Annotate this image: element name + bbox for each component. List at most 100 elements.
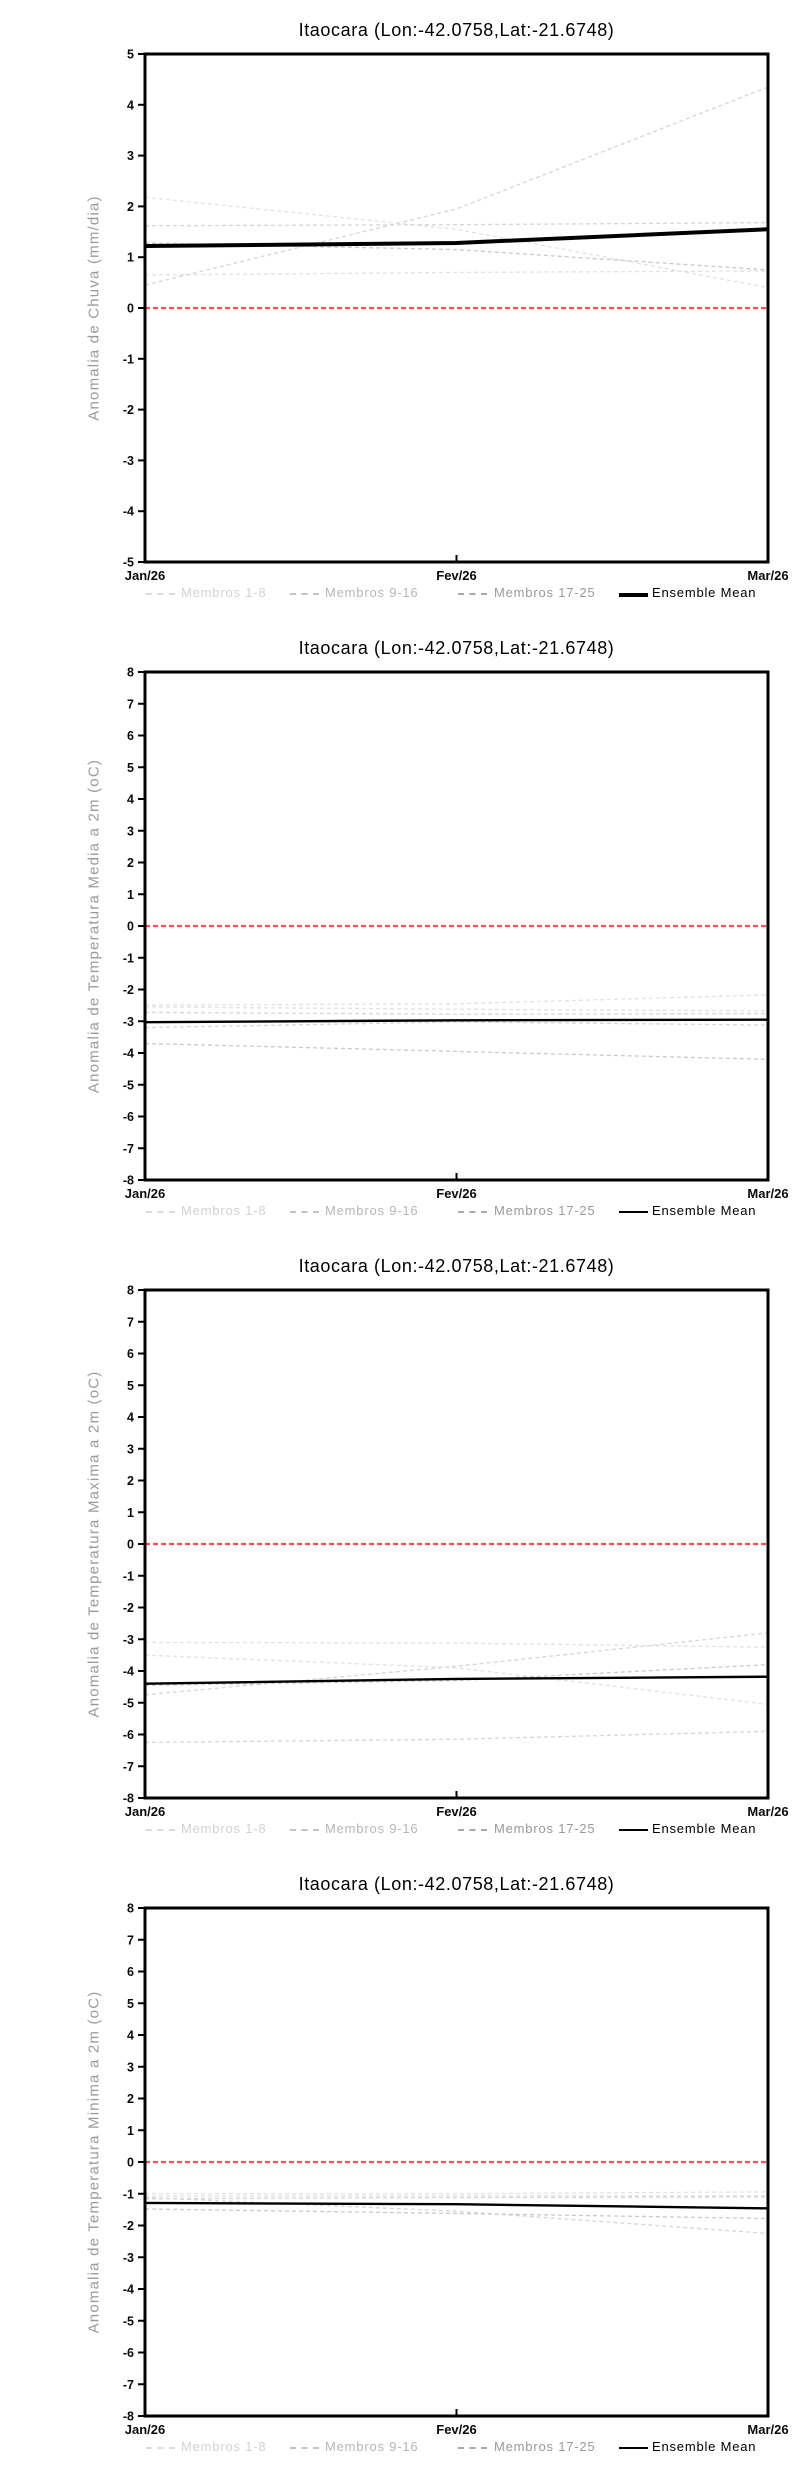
y-axis-tick-label: 8 [127, 666, 134, 680]
chart-block-mean-temp-anomaly: Itaocara (Lon:-42.0758,Lat:-21.6748) Ano… [0, 618, 800, 1236]
legend-mean-line-sample [619, 1211, 648, 1213]
legend: Membros 1-8 Membros 9-16 Membros 17-25 Ense… [0, 584, 800, 606]
y-axis-tick-label: 8 [127, 1902, 134, 1916]
x-axis-tick-label: Jan/26 [125, 2422, 165, 2437]
y-axis-tick-label: -5 [123, 1696, 134, 1710]
y-axis-tick-label: 6 [127, 1965, 134, 1979]
y-axis-tick-label: -3 [123, 1633, 134, 1647]
y-axis-tick-label: -1 [123, 1569, 134, 1583]
y-axis-tick-label: -5 [123, 1078, 134, 1092]
legend-member-line-sample [290, 1211, 319, 1213]
y-axis-tick-label: -7 [123, 2378, 134, 2392]
x-axis-tick-label: Fev/26 [436, 1804, 476, 1819]
y-axis-tick-label: 2 [127, 1474, 134, 1488]
y-axis-tick-label: 4 [127, 793, 134, 807]
y-axis-tick-label: 5 [127, 48, 134, 62]
y-axis-tick-label: 6 [127, 729, 134, 743]
ensemble-member-line [144, 222, 769, 227]
y-axis-tick-label: -7 [123, 1760, 134, 1774]
legend: Membros 1-8 Membros 9-16 Membros 17-25 Ense… [0, 1202, 800, 1224]
x-axis-tick-label: Mar/26 [747, 2422, 788, 2437]
legend-label: Membros 17-25 [494, 1203, 596, 1218]
legend-member-line-sample [146, 2447, 175, 2449]
ensemble-member-line [144, 1006, 769, 1012]
y-axis-tick-label: -3 [123, 1015, 134, 1029]
ensemble-member-line [144, 1730, 769, 1744]
ensemble-member-line [144, 1021, 769, 1029]
y-axis-tick-label: -3 [123, 454, 134, 468]
x-axis-tick-label: Mar/26 [747, 568, 788, 583]
y-axis-tick-label: 1 [127, 251, 134, 265]
legend-member-line-sample [290, 593, 319, 595]
chart-block-rain-anomaly: Itaocara (Lon:-42.0758,Lat:-21.6748) Ano… [0, 0, 800, 618]
x-axis-tick-label: Fev/26 [436, 1186, 476, 1201]
y-axis-tick-label: -8 [123, 1174, 134, 1188]
y-axis-tick-label: -6 [123, 2346, 134, 2360]
ensemble-mean-line [144, 1018, 769, 1024]
legend-label: Membros 1-8 [181, 1203, 267, 1218]
legend-label: Ensemble Mean [652, 1203, 757, 1218]
legend-label: Ensemble Mean [652, 2439, 757, 2454]
ensemble-member-line [144, 242, 769, 271]
x-axis-tick-label: Mar/26 [747, 1186, 788, 1201]
ensemble-mean-line [144, 1675, 769, 1685]
legend-member-line-sample [146, 593, 175, 595]
ensemble-member-line [144, 1641, 769, 1648]
legend-member-line-sample [290, 1829, 319, 1831]
legend-mean-line-sample [619, 2447, 648, 2449]
ensemble-member-line [144, 2195, 769, 2197]
chart-title: Itaocara (Lon:-42.0758,Lat:-21.6748) [298, 1256, 615, 1276]
y-axis-tick-label: 3 [127, 149, 134, 163]
y-axis-tick-label: 4 [127, 2029, 134, 2043]
legend-member-line-sample [458, 1829, 487, 1831]
y-axis-tick-label: -2 [123, 2219, 134, 2233]
legend-label: Membros 17-25 [494, 585, 596, 600]
y-axis-tick-label: -4 [123, 2283, 134, 2297]
y-axis-tick-label: -1 [123, 951, 134, 965]
legend-label: Membros 17-25 [494, 1821, 596, 1836]
legend-member-line-sample [290, 2447, 319, 2449]
y-axis-tick-label: -8 [123, 2410, 134, 2424]
y-axis-tick-label: 7 [127, 1315, 134, 1329]
legend-label: Membros 17-25 [494, 2439, 596, 2454]
ensemble-member-line [144, 1042, 769, 1060]
y-axis-tick-label: 7 [127, 697, 134, 711]
y-axis-tick-label: 5 [127, 1379, 134, 1393]
ensemble-member-line [145, 2191, 769, 2195]
y-axis-tick-label: 2 [127, 2092, 134, 2106]
y-axis-tick-label: -4 [123, 1047, 134, 1061]
y-axis-tick-label: -6 [123, 1728, 134, 1742]
y-axis-tick-label: 1 [127, 2124, 134, 2138]
y-axis-tick-label: 1 [127, 888, 134, 902]
legend-mean-line-sample [619, 593, 648, 597]
chart-title: Itaocara (Lon:-42.0758,Lat:-21.6748) [298, 1874, 615, 1894]
ensemble-member-line [144, 2196, 769, 2200]
y-axis-tick-label: -8 [123, 1792, 134, 1806]
y-axis-tick-label: 2 [127, 856, 134, 870]
legend-mean-line-sample [619, 1829, 648, 1831]
legend-label: Membros 1-8 [181, 1821, 267, 1836]
y-axis-tick-label: -4 [123, 1665, 134, 1679]
legend-label: Membros 9-16 [325, 1821, 419, 1836]
y-axis-tick-label: -2 [123, 983, 134, 997]
y-axis-tick-label: 8 [127, 1284, 134, 1298]
legend-member-line-sample [458, 1211, 487, 1213]
y-axis-tick-label: 4 [127, 1411, 134, 1425]
x-axis-tick-label: Jan/26 [125, 1186, 165, 1201]
y-axis-tick-label: 1 [127, 1506, 134, 1520]
legend-member-line-sample [458, 593, 487, 595]
y-axis-tick-label: -1 [123, 352, 134, 366]
y-axis-tick-label: 0 [127, 1538, 134, 1552]
chart-title: Itaocara (Lon:-42.0758,Lat:-21.6748) [298, 20, 615, 40]
ensemble-mean-line [144, 227, 769, 249]
x-axis-tick-label: Mar/26 [747, 1804, 788, 1819]
y-axis-tick-label: -6 [123, 1110, 134, 1124]
legend-label: Membros 9-16 [325, 1203, 419, 1218]
y-axis-tick-label: 7 [127, 1933, 134, 1947]
y-axis-tick-label: -2 [123, 1601, 134, 1615]
